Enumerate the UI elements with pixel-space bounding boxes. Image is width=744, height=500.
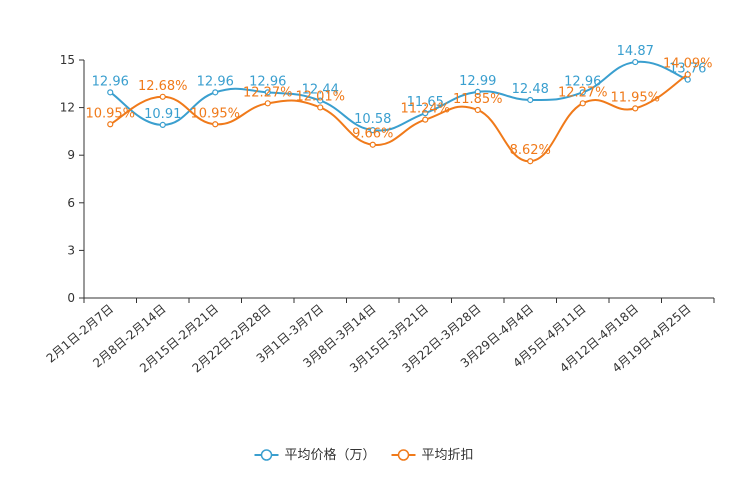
- data-point[interactable]: [474, 88, 481, 95]
- data-point[interactable]: [684, 71, 691, 78]
- data-label: 12.99: [459, 74, 496, 89]
- legend-marker-icon: [397, 449, 410, 461]
- data-point[interactable]: [212, 89, 219, 96]
- data-label: 12.96: [92, 74, 129, 89]
- legend-label: 平均价格（万）: [285, 447, 376, 463]
- data-label: 14.87: [617, 44, 654, 59]
- series-line-2: [109, 73, 689, 163]
- data-point[interactable]: [527, 158, 534, 165]
- data-point[interactable]: [317, 104, 324, 111]
- data-point[interactable]: [632, 58, 639, 66]
- data-point[interactable]: [159, 93, 166, 100]
- legend-item-2[interactable]: 平均折扣: [391, 448, 474, 463]
- data-point[interactable]: [369, 127, 376, 134]
- data-point[interactable]: [264, 100, 271, 107]
- data-label: 11.65: [407, 95, 444, 110]
- data-point[interactable]: [422, 116, 429, 123]
- data-label: 12.48: [512, 82, 549, 97]
- data-label: 9.66%: [352, 127, 393, 142]
- data-label: 10.95%: [190, 106, 240, 121]
- data-label: 13.76: [669, 62, 706, 77]
- y-tick-label: 12: [60, 101, 75, 115]
- data-label: 12.96: [249, 74, 286, 89]
- data-point[interactable]: [159, 121, 166, 128]
- data-point[interactable]: [212, 121, 219, 128]
- data-point[interactable]: [107, 89, 114, 96]
- data-point[interactable]: [107, 121, 114, 128]
- data-point[interactable]: [579, 100, 586, 107]
- data-point[interactable]: [369, 141, 376, 148]
- y-tick-label: 0: [67, 291, 75, 305]
- data-label: 10.95%: [85, 106, 135, 121]
- y-tick-label: 15: [60, 53, 75, 67]
- series-line-1: [109, 60, 689, 132]
- data-label: 11.85%: [453, 92, 503, 107]
- data-label: 12.27%: [243, 85, 293, 100]
- data-point[interactable]: [264, 89, 271, 96]
- data-point[interactable]: [422, 110, 429, 117]
- data-label: 12.96: [197, 74, 234, 89]
- data-point[interactable]: [632, 105, 639, 112]
- data-label: 12.44: [302, 83, 339, 98]
- data-label: 14.09%: [663, 56, 713, 71]
- data-point[interactable]: [474, 106, 481, 114]
- data-label: 12.96: [564, 74, 601, 89]
- data-point[interactable]: [684, 76, 691, 83]
- data-label: 12.27%: [558, 85, 608, 100]
- legend-item-1[interactable]: 平均价格（万）: [254, 447, 376, 463]
- y-tick-label: 9: [67, 148, 75, 162]
- data-label: 10.91: [144, 107, 181, 122]
- data-label: 11.24%: [400, 102, 450, 117]
- y-tick-label: 3: [67, 243, 75, 257]
- y-tick-label: 6: [67, 196, 75, 210]
- data-label: 11.95%: [610, 90, 660, 105]
- legend-label: 平均折扣: [422, 448, 474, 463]
- data-point[interactable]: [527, 96, 534, 104]
- data-label: 12.01%: [295, 89, 345, 104]
- data-label: 12.68%: [138, 79, 188, 94]
- data-point[interactable]: [579, 89, 586, 96]
- data-label: 10.58: [354, 112, 391, 127]
- data-label: 8.62%: [510, 143, 551, 158]
- data-point[interactable]: [317, 97, 324, 104]
- legend-marker-icon: [260, 449, 273, 461]
